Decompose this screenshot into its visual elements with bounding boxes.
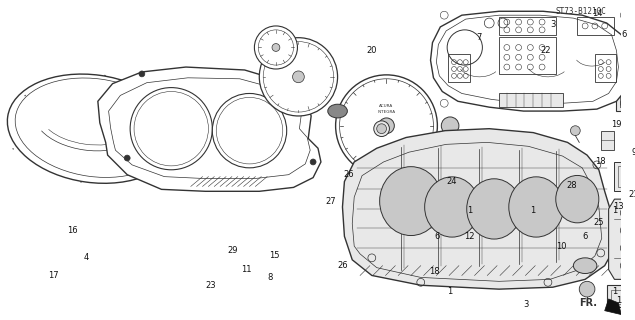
Bar bbox=[499, 93, 563, 107]
Text: 21: 21 bbox=[629, 190, 635, 199]
Circle shape bbox=[600, 89, 610, 98]
Circle shape bbox=[272, 44, 280, 52]
Circle shape bbox=[367, 165, 387, 184]
Text: 18: 18 bbox=[429, 267, 440, 276]
Bar bbox=[618, 166, 632, 188]
Bar bbox=[499, 37, 556, 74]
Text: 13: 13 bbox=[613, 203, 624, 212]
Text: 26: 26 bbox=[343, 170, 354, 179]
Bar bbox=[448, 54, 470, 82]
Text: 1: 1 bbox=[530, 206, 535, 215]
Text: 8: 8 bbox=[267, 273, 273, 282]
Bar bbox=[601, 131, 615, 150]
Polygon shape bbox=[605, 299, 621, 315]
Text: 19: 19 bbox=[611, 120, 622, 129]
Bar bbox=[620, 80, 635, 92]
Text: 24: 24 bbox=[447, 177, 457, 186]
Bar bbox=[634, 125, 635, 162]
Circle shape bbox=[336, 75, 438, 177]
Ellipse shape bbox=[556, 175, 599, 223]
Text: 26: 26 bbox=[337, 261, 348, 270]
Text: 3: 3 bbox=[550, 20, 556, 29]
Text: 22: 22 bbox=[541, 46, 551, 55]
Text: 6: 6 bbox=[582, 232, 588, 241]
Polygon shape bbox=[431, 11, 628, 111]
Circle shape bbox=[130, 88, 212, 170]
Circle shape bbox=[139, 71, 145, 77]
Bar bbox=[595, 54, 617, 82]
Text: 3: 3 bbox=[524, 300, 529, 309]
Bar bbox=[577, 17, 615, 35]
Text: 9: 9 bbox=[631, 148, 635, 157]
Ellipse shape bbox=[573, 258, 597, 274]
Text: 15: 15 bbox=[269, 252, 279, 260]
Bar bbox=[615, 162, 635, 191]
Text: 7: 7 bbox=[477, 33, 482, 42]
Text: 20: 20 bbox=[366, 46, 377, 55]
Circle shape bbox=[124, 155, 130, 161]
Circle shape bbox=[570, 126, 580, 136]
Ellipse shape bbox=[509, 177, 564, 237]
Circle shape bbox=[212, 93, 286, 168]
Ellipse shape bbox=[467, 179, 521, 239]
Circle shape bbox=[378, 118, 394, 133]
Bar bbox=[309, 86, 321, 103]
Circle shape bbox=[259, 38, 338, 116]
Text: 29: 29 bbox=[227, 245, 238, 254]
Circle shape bbox=[363, 161, 391, 188]
Ellipse shape bbox=[380, 167, 442, 236]
Text: 4: 4 bbox=[83, 253, 89, 262]
Text: 23: 23 bbox=[205, 281, 216, 290]
Text: 27: 27 bbox=[325, 196, 336, 205]
Circle shape bbox=[441, 117, 459, 134]
Text: 1: 1 bbox=[612, 287, 617, 296]
Bar bbox=[499, 17, 556, 35]
Circle shape bbox=[300, 93, 306, 99]
Text: 25: 25 bbox=[594, 218, 604, 227]
Text: 17: 17 bbox=[48, 271, 59, 280]
Circle shape bbox=[293, 71, 304, 83]
Text: 6: 6 bbox=[622, 30, 627, 39]
Text: 6: 6 bbox=[435, 232, 440, 241]
Text: 10: 10 bbox=[556, 242, 567, 251]
Circle shape bbox=[255, 26, 297, 69]
Circle shape bbox=[310, 159, 316, 165]
Text: 1: 1 bbox=[448, 287, 453, 296]
Circle shape bbox=[579, 281, 595, 297]
Text: FR.: FR. bbox=[579, 298, 598, 308]
Text: 12: 12 bbox=[464, 232, 475, 241]
Text: ST73-B1210C: ST73-B1210C bbox=[556, 7, 606, 16]
Text: 14: 14 bbox=[592, 9, 602, 18]
Text: 16: 16 bbox=[67, 226, 77, 235]
Ellipse shape bbox=[425, 177, 479, 237]
Ellipse shape bbox=[8, 74, 178, 183]
Polygon shape bbox=[98, 67, 321, 191]
Text: 28: 28 bbox=[566, 181, 577, 190]
Circle shape bbox=[374, 121, 389, 137]
Text: 1: 1 bbox=[612, 206, 617, 215]
Bar bbox=[617, 74, 635, 111]
Bar bbox=[611, 290, 630, 304]
Bar bbox=[309, 72, 321, 84]
Text: 1: 1 bbox=[616, 296, 621, 305]
Text: INTEGRA: INTEGRA bbox=[377, 110, 396, 114]
Text: ACURA: ACURA bbox=[379, 104, 394, 108]
Polygon shape bbox=[608, 199, 635, 279]
Text: 11: 11 bbox=[241, 265, 252, 274]
Bar bbox=[620, 93, 635, 107]
Bar bbox=[606, 285, 635, 307]
Text: 18: 18 bbox=[596, 157, 606, 166]
Text: 1: 1 bbox=[467, 206, 472, 215]
Circle shape bbox=[377, 124, 387, 133]
Ellipse shape bbox=[328, 104, 347, 118]
Circle shape bbox=[628, 113, 635, 129]
Polygon shape bbox=[342, 129, 615, 289]
